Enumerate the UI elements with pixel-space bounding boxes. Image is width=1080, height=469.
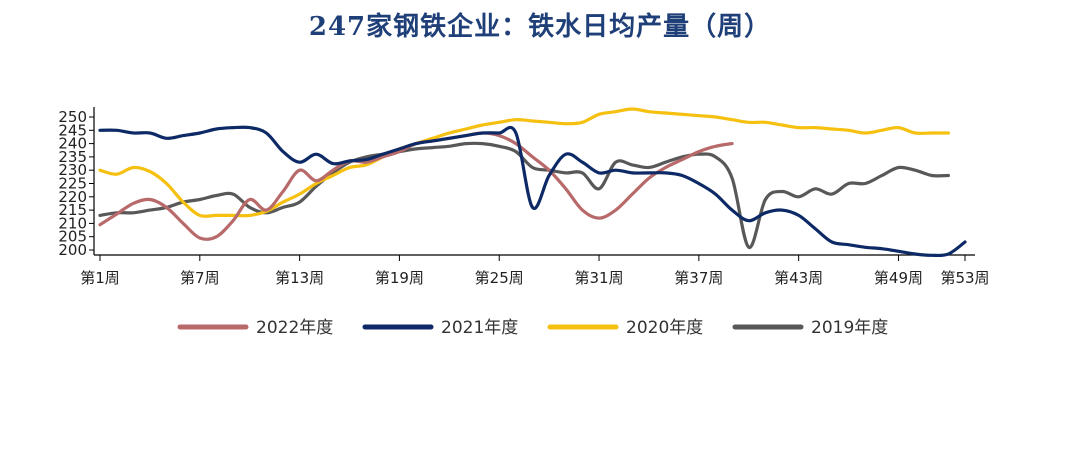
- series-layer: [98, 107, 967, 258]
- x-tick-label: 第7周: [180, 269, 220, 287]
- series-line-2021: [98, 125, 967, 258]
- x-tick-label: 第37周: [674, 269, 723, 287]
- y-tick-label: 220: [58, 188, 87, 206]
- x-tick-label: 第53周: [940, 269, 989, 287]
- y-tick-label: 225: [58, 175, 87, 193]
- legend-label: 2021年度: [441, 318, 518, 338]
- y-tick-label: 215: [58, 201, 87, 219]
- y-tick-label: 240: [58, 135, 87, 153]
- legend-label: 2019年度: [811, 318, 888, 338]
- x-tick-label: 第19周: [375, 269, 424, 287]
- y-tick-label: 235: [58, 148, 87, 166]
- series-line-2020: [98, 107, 950, 218]
- series-line-2019: [98, 141, 950, 249]
- x-tick-label: 第1周: [80, 269, 120, 287]
- x-tick-label: 第31周: [574, 269, 623, 287]
- legend-item-2020: 2020年度: [547, 318, 703, 338]
- x-tick-label: 第43周: [774, 269, 823, 287]
- y-tick-label: 245: [58, 121, 87, 139]
- legend-label: 2020年度: [626, 318, 703, 338]
- legend-item-2019: 2019年度: [732, 318, 888, 338]
- y-tick-label: 250: [58, 108, 87, 126]
- y-tick-label: 200: [58, 241, 87, 259]
- legend-item-2021: 2021年度: [362, 318, 518, 338]
- chart-title: 247家钢铁企业：铁水日均产量（周）: [308, 12, 772, 42]
- legend-item-2022: 2022年度: [177, 318, 333, 338]
- chart-legend: 2022年度 2021年度 2020年度 2019年度: [177, 318, 888, 338]
- legend-label: 2022年度: [256, 318, 333, 338]
- x-tick-label: 第13周: [275, 269, 324, 287]
- x-tick-label: 第25周: [475, 269, 524, 287]
- x-tick-label: 第49周: [874, 269, 923, 287]
- y-tick-label: 230: [58, 161, 87, 179]
- y-tick-label: 205: [58, 228, 87, 246]
- y-tick-label: 210: [58, 214, 87, 232]
